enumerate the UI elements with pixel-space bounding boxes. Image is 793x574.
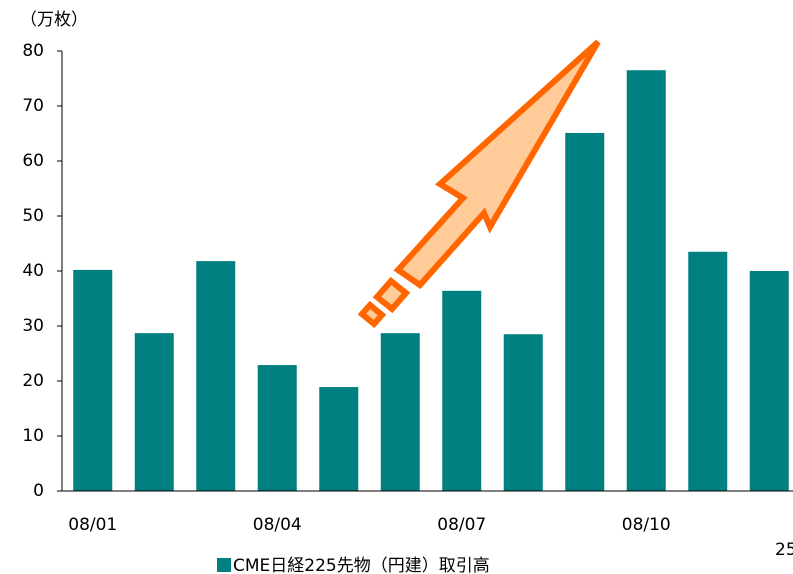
y-tick-label: 30 bbox=[22, 316, 44, 336]
y-tick-label: 20 bbox=[22, 371, 44, 391]
bar bbox=[257, 365, 297, 491]
legend-swatch bbox=[217, 558, 231, 572]
bar bbox=[749, 271, 789, 491]
bar bbox=[73, 269, 113, 491]
bar bbox=[196, 261, 236, 491]
y-axis-label: （万枚） bbox=[20, 10, 88, 30]
y-tick-label: 40 bbox=[22, 261, 44, 281]
bar bbox=[503, 334, 543, 491]
y-tick-label: 10 bbox=[22, 426, 44, 446]
arrow-head bbox=[393, 39, 601, 289]
x-tick-label: 08/07 bbox=[437, 515, 486, 535]
x-tick-label: 08/04 bbox=[253, 515, 302, 535]
plot bbox=[73, 70, 789, 491]
arrow bbox=[357, 39, 601, 329]
bar bbox=[565, 132, 605, 491]
page-number: 25 bbox=[775, 540, 793, 560]
legend-label: CME日経225先物（円建）取引高 bbox=[233, 556, 490, 574]
bar bbox=[688, 251, 728, 491]
arrow-dash bbox=[372, 276, 411, 314]
bar bbox=[626, 70, 666, 491]
y-tick-label: 50 bbox=[22, 206, 44, 226]
y-tick-label: 0 bbox=[33, 481, 44, 501]
y-tick-label: 80 bbox=[22, 41, 44, 61]
y-tick-label: 60 bbox=[22, 151, 44, 171]
y-tick-label: 70 bbox=[22, 96, 44, 116]
bar bbox=[380, 333, 420, 491]
bar bbox=[134, 333, 174, 491]
arrow-dash bbox=[357, 300, 387, 329]
bar bbox=[442, 290, 482, 491]
x-tick-label: 08/01 bbox=[68, 515, 117, 535]
bar bbox=[319, 387, 359, 491]
x-tick-label: 08/10 bbox=[622, 515, 671, 535]
